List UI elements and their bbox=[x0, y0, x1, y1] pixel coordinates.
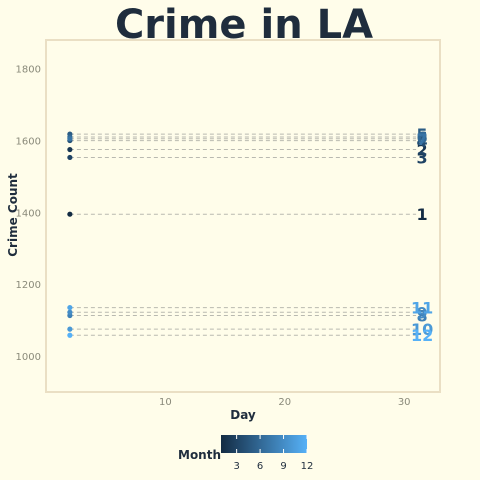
y-axis-ticks: 1000 1200 1400 1600 1800 bbox=[16, 65, 41, 363]
legend-ticks: 3 6 9 12 bbox=[233, 435, 313, 472]
legend: Month 3 6 9 12 bbox=[178, 435, 313, 472]
legend-colorbar bbox=[221, 435, 307, 453]
y-tick-label: 1400 bbox=[16, 208, 41, 219]
x-axis-title: Day bbox=[230, 408, 256, 422]
data-point bbox=[67, 332, 73, 338]
month-label: 3 bbox=[417, 148, 428, 167]
month-label: 12 bbox=[411, 326, 433, 345]
legend-tick-label: 6 bbox=[257, 461, 263, 472]
month-label: 4 bbox=[417, 132, 428, 151]
month-label: 7 bbox=[417, 130, 428, 149]
legend-title: Month bbox=[178, 448, 221, 462]
x-axis-ticks: 10 20 30 bbox=[159, 397, 411, 408]
y-tick-label: 1000 bbox=[16, 352, 41, 363]
data-point bbox=[67, 211, 73, 217]
month-label: 10 bbox=[411, 320, 433, 339]
month-label: 5 bbox=[417, 125, 428, 144]
month-label: 1 bbox=[417, 205, 428, 224]
month-label: 9 bbox=[417, 303, 428, 322]
legend-tick-label: 9 bbox=[280, 461, 286, 472]
data-point bbox=[67, 136, 73, 142]
x-tick-label: 10 bbox=[159, 397, 172, 408]
y-tick-label: 1200 bbox=[16, 280, 41, 291]
x-tick-label: 30 bbox=[398, 397, 411, 408]
data-point bbox=[67, 309, 73, 315]
data-point bbox=[67, 146, 73, 153]
dashed-guides bbox=[69, 133, 417, 336]
y-tick-label: 1800 bbox=[16, 65, 41, 76]
month-label: 11 bbox=[411, 299, 433, 318]
x-tick-label: 20 bbox=[278, 397, 291, 408]
plot-panel bbox=[45, 39, 441, 393]
month-label: 8 bbox=[417, 306, 428, 325]
data-point bbox=[67, 326, 73, 332]
data-point bbox=[67, 154, 73, 161]
month-label: 2 bbox=[417, 141, 428, 160]
month-label: 6 bbox=[417, 128, 428, 147]
data-points bbox=[67, 131, 73, 338]
legend-tick-label: 12 bbox=[301, 461, 314, 472]
y-axis-title: Crime Count bbox=[6, 173, 20, 257]
data-point bbox=[67, 304, 73, 311]
y-tick-label: 1600 bbox=[16, 137, 41, 148]
legend-tick-label: 3 bbox=[233, 461, 239, 472]
